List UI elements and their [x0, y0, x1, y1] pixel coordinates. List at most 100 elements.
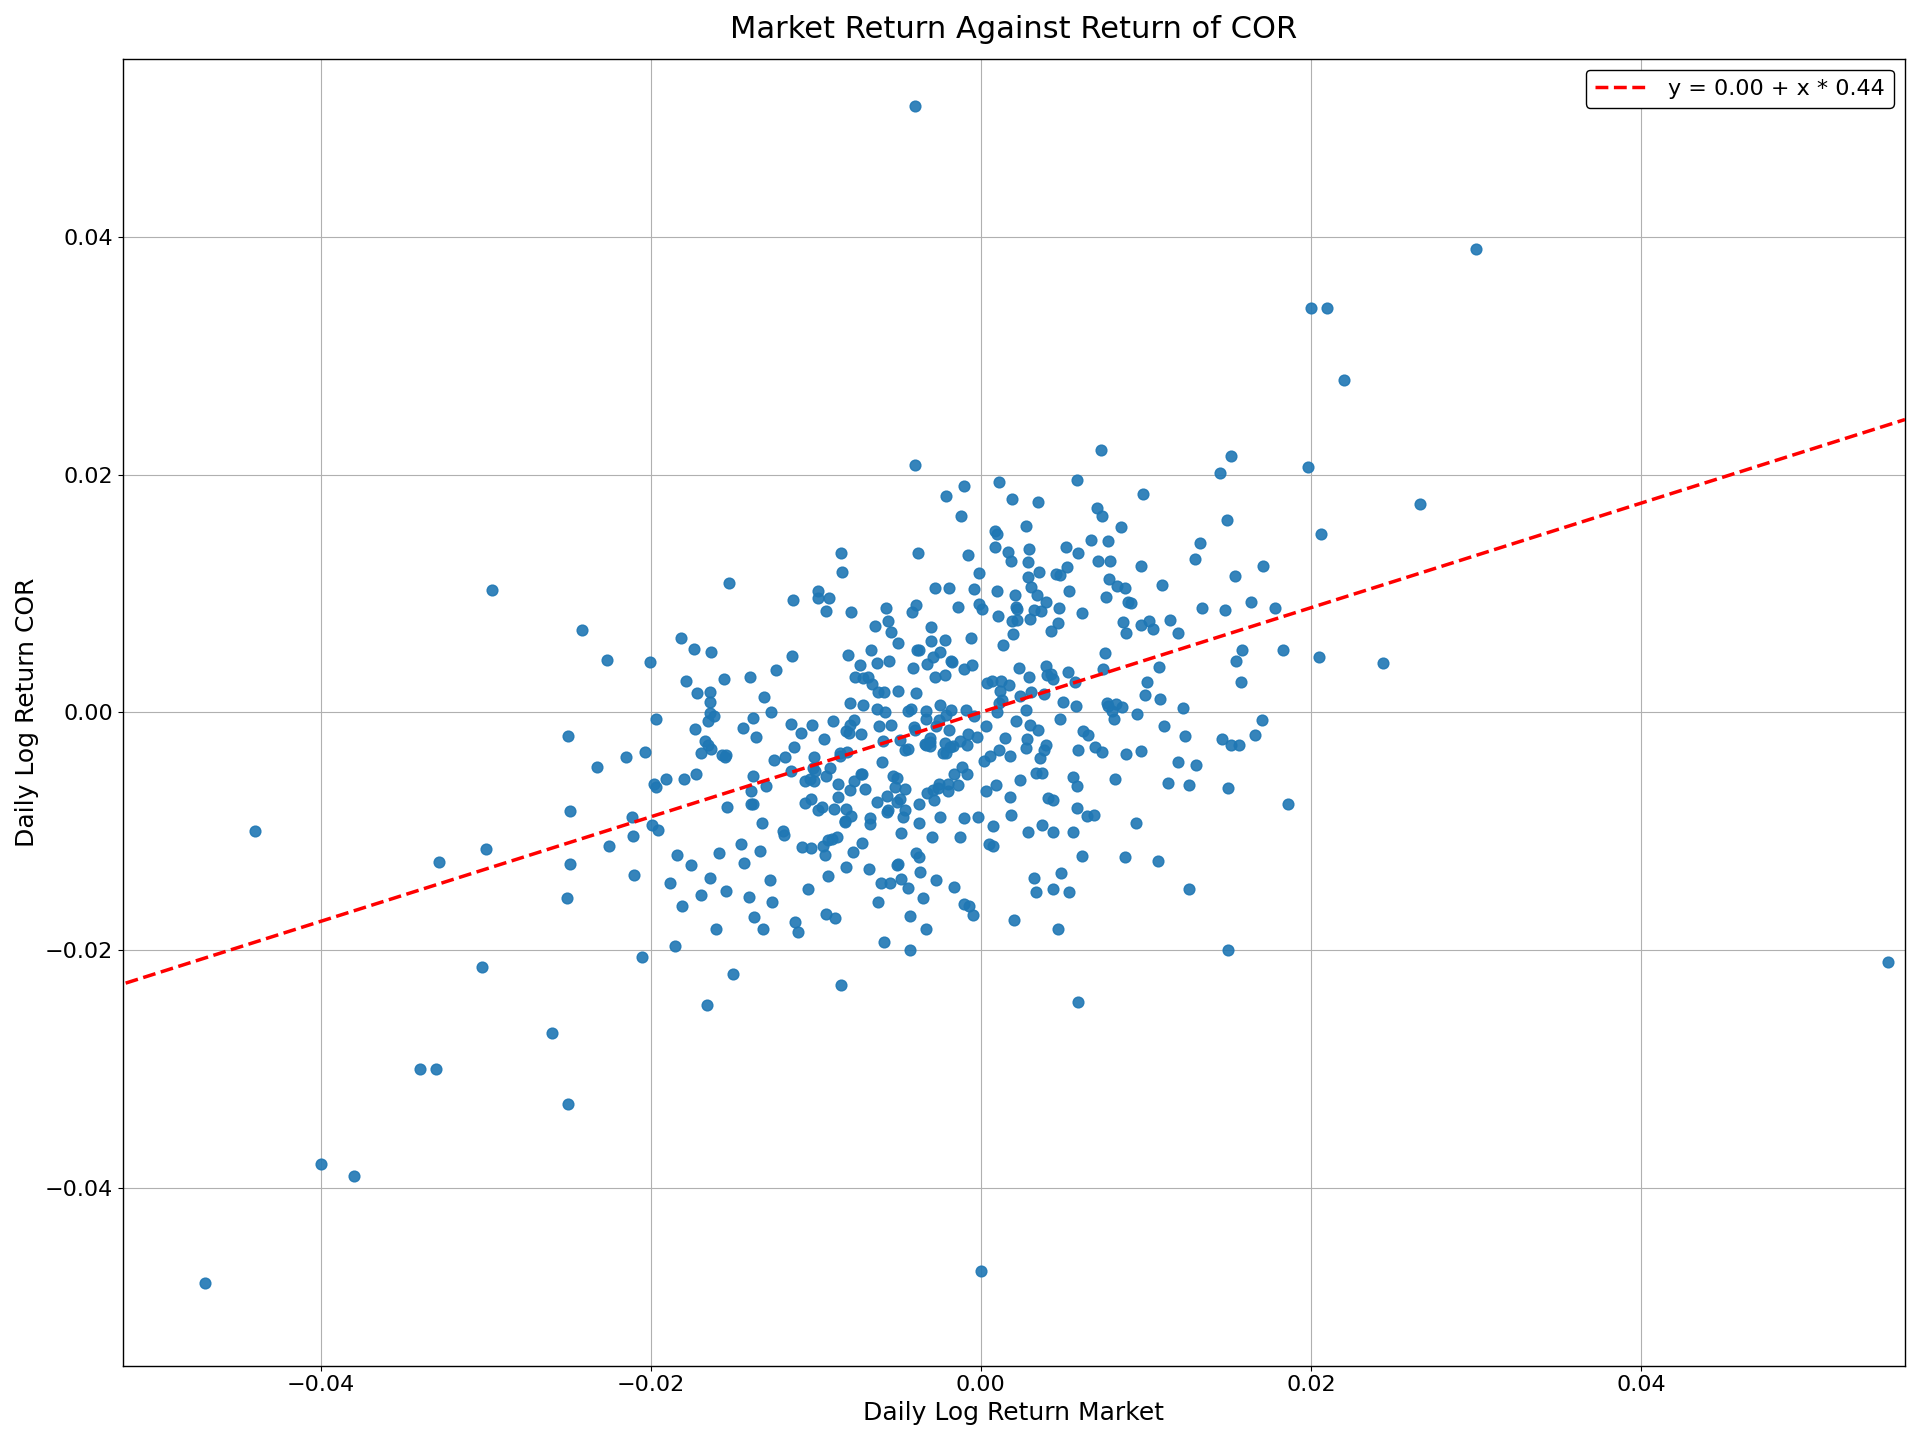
Point: [849, 778, 879, 801]
Point: [1004, 768, 1035, 791]
Point: [950, 698, 981, 721]
Point: [958, 706, 989, 729]
Point: [726, 832, 756, 855]
Point: [933, 780, 964, 804]
Point: [839, 770, 870, 793]
Point: [920, 576, 950, 599]
Point: [1106, 516, 1137, 539]
Point: [651, 768, 682, 791]
Point: [916, 827, 947, 850]
Point: [1112, 622, 1142, 645]
Point: [966, 1259, 996, 1282]
Point: [948, 475, 979, 498]
Point: [1075, 528, 1106, 552]
Point: [770, 746, 801, 769]
Point: [1004, 657, 1035, 680]
Point: [854, 812, 885, 835]
Point: [643, 818, 674, 841]
Point: [948, 658, 979, 681]
Point: [922, 776, 952, 799]
Point: [883, 680, 914, 703]
Point: [1021, 762, 1052, 785]
Point: [714, 572, 745, 595]
Point: [735, 792, 766, 815]
Point: [1227, 671, 1258, 694]
Point: [964, 592, 995, 615]
Point: [680, 763, 710, 786]
Point: [952, 723, 983, 746]
Point: [1012, 736, 1043, 759]
Point: [900, 454, 931, 477]
Point: [799, 759, 829, 782]
Point: [1068, 720, 1098, 743]
Point: [904, 792, 935, 815]
Point: [1031, 664, 1062, 687]
Point: [973, 832, 1004, 855]
Point: [1068, 845, 1098, 868]
Point: [956, 654, 987, 677]
Point: [1052, 554, 1083, 577]
Legend: y = 0.00 + x * 0.44: y = 0.00 + x * 0.44: [1586, 71, 1893, 108]
Point: [1405, 492, 1436, 516]
Point: [1023, 560, 1054, 583]
Point: [1116, 592, 1146, 615]
Point: [1087, 740, 1117, 763]
Point: [979, 518, 1010, 541]
Point: [797, 756, 828, 779]
Point: [1081, 497, 1112, 520]
Point: [1162, 750, 1192, 773]
Point: [943, 773, 973, 796]
Point: [998, 909, 1029, 932]
Point: [555, 799, 586, 822]
Point: [1079, 804, 1110, 827]
Point: [914, 732, 945, 755]
Point: [937, 649, 968, 672]
Point: [885, 867, 916, 890]
Point: [701, 917, 732, 940]
Point: [852, 857, 883, 880]
Point: [1035, 619, 1066, 642]
Point: [924, 708, 954, 732]
Point: [995, 785, 1025, 808]
Point: [641, 707, 672, 730]
Point: [870, 930, 900, 953]
Point: [1167, 696, 1198, 719]
Point: [1092, 694, 1123, 717]
Point: [972, 671, 1002, 694]
Point: [1020, 598, 1050, 621]
Point: [1025, 762, 1056, 785]
Point: [1210, 599, 1240, 622]
Point: [812, 864, 843, 887]
Point: [831, 740, 862, 763]
Point: [1002, 598, 1033, 621]
Point: [1110, 742, 1140, 765]
Point: [945, 504, 975, 527]
Point: [812, 828, 843, 851]
Point: [787, 835, 818, 858]
Point: [893, 698, 924, 721]
Point: [835, 600, 866, 624]
Point: [924, 772, 954, 795]
Point: [1146, 573, 1177, 596]
Point: [900, 593, 931, 616]
Point: [1052, 661, 1083, 684]
Point: [1023, 719, 1054, 742]
Point: [1043, 611, 1073, 634]
Point: [1100, 768, 1131, 791]
Point: [912, 782, 943, 805]
Point: [778, 644, 808, 667]
Point: [987, 634, 1018, 657]
Point: [1091, 642, 1121, 665]
Point: [741, 724, 772, 747]
Point: [826, 541, 856, 564]
Point: [555, 852, 586, 876]
Point: [666, 894, 697, 917]
Point: [852, 665, 883, 688]
Point: [1219, 564, 1250, 588]
Point: [977, 670, 1008, 693]
Point: [639, 773, 670, 796]
Point: [797, 713, 828, 736]
Point: [829, 809, 860, 832]
Point: [1012, 727, 1043, 750]
Point: [1025, 600, 1056, 624]
